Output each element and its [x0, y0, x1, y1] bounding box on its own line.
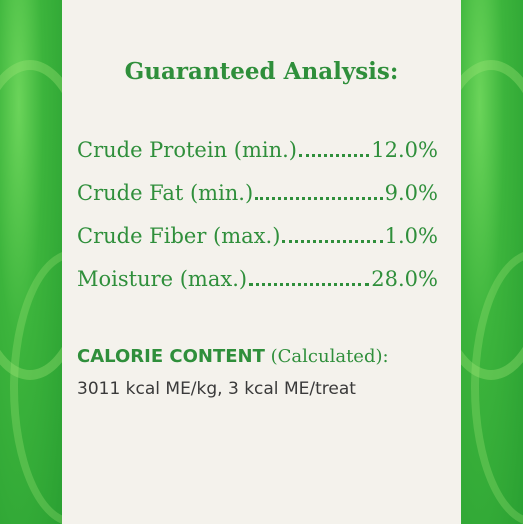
analysis-row: Moisture (max.) 28.0%: [77, 267, 438, 291]
nutrient-value: 1.0%: [384, 224, 438, 248]
nutrient-label: Crude Fiber (max.): [77, 224, 281, 248]
nutrient-label: Moisture (max.): [77, 267, 248, 291]
side-band: [0, 0, 62, 524]
nutrient-value: 9.0%: [384, 181, 438, 205]
side-band: [461, 0, 523, 524]
title: Guaranteed Analysis:: [124, 58, 399, 85]
analysis-row: Crude Protein (min.) 12.0%: [77, 138, 438, 162]
dot-leader: [299, 154, 370, 157]
dot-leader: [282, 240, 383, 243]
nutrient-value: 12.0%: [371, 138, 438, 162]
calorie-text: 3011 kcal ME/kg, 3 kcal ME/treat: [77, 379, 356, 399]
label-panel: [62, 0, 461, 524]
analysis-row: Crude Fiber (max.) 1.0%: [77, 224, 438, 248]
dot-leader: [249, 283, 370, 286]
dot-leader: [255, 197, 383, 200]
analysis-row: Crude Fat (min.) 9.0%: [77, 181, 438, 205]
calorie-label: CALORIE CONTENT: [77, 346, 265, 367]
nutrient-value: 28.0%: [371, 267, 438, 291]
nutrient-label: Crude Fat (min.): [77, 181, 254, 205]
calorie-heading: CALORIE CONTENT (Calculated):: [77, 346, 389, 367]
calorie-note: (Calculated):: [270, 346, 389, 367]
nutrient-label: Crude Protein (min.): [77, 138, 297, 162]
